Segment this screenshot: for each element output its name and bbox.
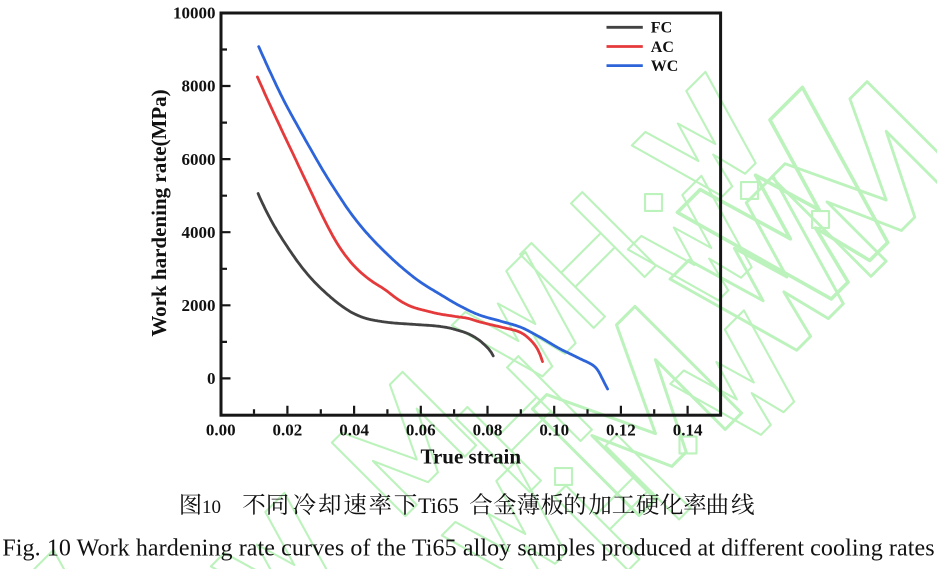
svg-text:True strain: True strain xyxy=(421,445,522,469)
svg-text:2000: 2000 xyxy=(182,296,216,315)
svg-text:0.00: 0.00 xyxy=(206,420,236,439)
svg-text:6000: 6000 xyxy=(182,150,216,169)
svg-text:AC: AC xyxy=(651,39,674,56)
svg-text:10: 10 xyxy=(202,497,221,518)
svg-text:0.12: 0.12 xyxy=(606,420,636,439)
svg-text:WC: WC xyxy=(651,58,679,75)
svg-text:Fig. 10 Work hardening rate cu: Fig. 10 Work hardening rate curves of th… xyxy=(2,535,934,561)
svg-text:0.02: 0.02 xyxy=(273,420,303,439)
svg-text:4000: 4000 xyxy=(182,223,216,242)
svg-text:0.04: 0.04 xyxy=(339,420,369,439)
svg-text:10000: 10000 xyxy=(173,4,216,23)
svg-text:0.10: 0.10 xyxy=(539,420,569,439)
svg-text:8000: 8000 xyxy=(182,77,216,96)
svg-text:Ti65: Ti65 xyxy=(418,493,459,518)
svg-text:0: 0 xyxy=(207,369,216,388)
svg-text:Work hardening rate(MPa): Work hardening rate(MPa) xyxy=(147,89,171,336)
svg-text:FC: FC xyxy=(651,20,672,37)
svg-text:0.06: 0.06 xyxy=(406,420,436,439)
svg-text:0.14: 0.14 xyxy=(673,420,703,439)
svg-text:0.08: 0.08 xyxy=(473,420,503,439)
